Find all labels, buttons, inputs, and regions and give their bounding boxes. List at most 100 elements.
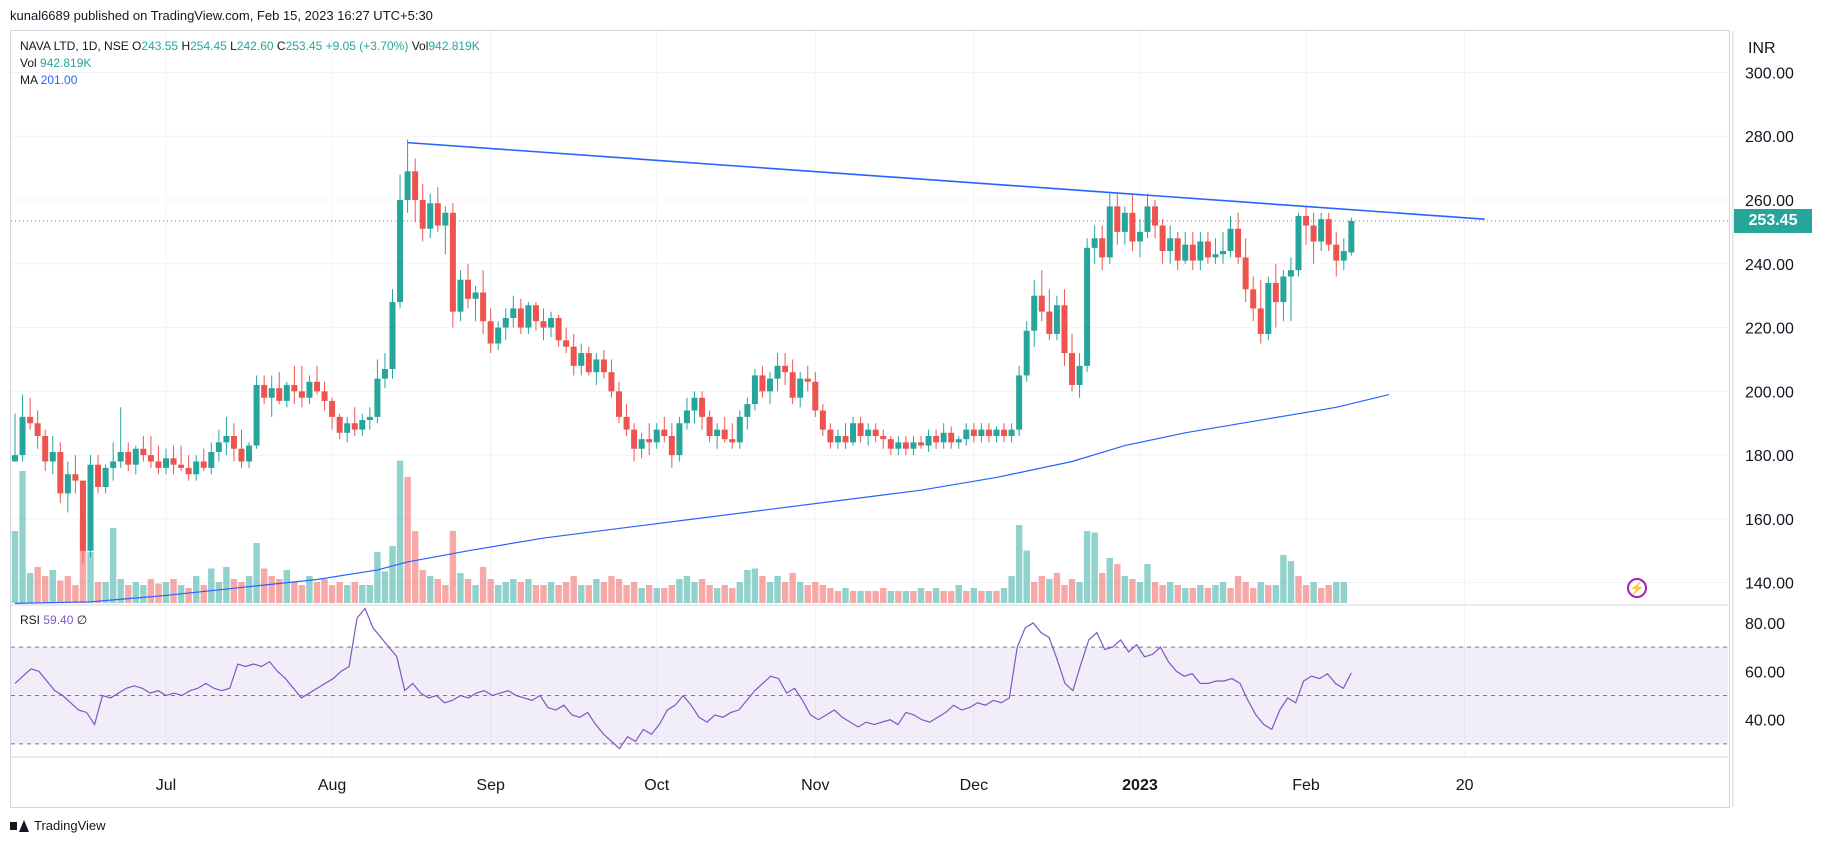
candle-body — [517, 308, 524, 328]
candle-body — [449, 212, 456, 312]
price-tick-label: 140.00 — [1745, 576, 1794, 593]
volume-bar — [479, 567, 487, 603]
candle-body — [1061, 305, 1068, 354]
volume-bar — [1068, 579, 1076, 603]
candle-body — [880, 435, 887, 440]
lightning-icon[interactable]: ⚡ — [1627, 578, 1647, 598]
moving-average-line — [14, 393, 1390, 605]
volume-bar — [1340, 582, 1347, 603]
candle-body — [19, 416, 26, 456]
volume-bar — [57, 580, 64, 603]
volume-bar — [676, 579, 683, 603]
volume-bar — [646, 585, 653, 603]
candle-body — [1106, 206, 1113, 258]
candle-body — [970, 429, 977, 436]
volume-bar — [970, 588, 978, 603]
rsi-line — [14, 607, 1352, 750]
candle-body — [208, 451, 215, 468]
volume-bar — [344, 585, 351, 603]
candle-body — [1204, 241, 1211, 258]
time-tick-label: Nov — [801, 777, 829, 794]
price-tick-label: 300.00 — [1745, 65, 1794, 82]
legend-ma-value: 201.00 — [40, 73, 78, 87]
candle-body — [1053, 305, 1060, 334]
candle-body — [563, 340, 570, 347]
candle-body — [661, 429, 668, 436]
candle-body — [502, 318, 509, 328]
candle-body — [631, 429, 638, 449]
candle-body — [1084, 247, 1091, 366]
candle-body — [1144, 206, 1151, 232]
candle-body — [1235, 228, 1242, 258]
candle-body — [872, 429, 879, 436]
volume-bar — [744, 570, 751, 603]
volume-bar — [1114, 564, 1121, 603]
candle-body — [1197, 241, 1204, 261]
volume-bar — [87, 552, 94, 603]
candle-body — [540, 321, 547, 328]
volume-bar — [562, 582, 570, 603]
candle-body — [782, 365, 789, 373]
candle-body — [593, 359, 600, 373]
volume-bar — [1287, 561, 1295, 603]
candle-body — [314, 381, 320, 392]
volume-bar — [532, 585, 540, 603]
volume-bar — [827, 588, 834, 603]
volume-bar — [1197, 585, 1204, 603]
candle-body — [555, 318, 562, 341]
volume-bar — [789, 573, 796, 603]
candle-body — [767, 378, 773, 392]
candle-body — [238, 448, 245, 462]
legend-change: +9.05 (+3.70%) — [325, 39, 409, 53]
volume-bar — [1144, 564, 1151, 603]
price-tick-label: 220.00 — [1745, 321, 1794, 338]
candle-body — [480, 292, 487, 322]
volume-bar — [464, 579, 472, 603]
volume-bar — [1106, 558, 1113, 603]
volume-bar — [985, 591, 993, 603]
candle-body — [79, 480, 86, 551]
volume-bar — [1083, 531, 1091, 603]
legend-ma-row[interactable]: MA 201.00 — [20, 72, 77, 88]
volume-bar — [34, 567, 41, 603]
candle-body — [291, 384, 298, 392]
volume-bar — [19, 471, 26, 603]
volume-bar — [668, 585, 676, 603]
volume-bar — [1250, 588, 1257, 603]
volume-bar — [1280, 555, 1287, 603]
volume-bar — [1031, 582, 1038, 603]
volume-bar — [797, 582, 804, 603]
legend-rsi-row[interactable]: RSI 59.40 ∅ — [20, 612, 87, 628]
candle-body — [842, 435, 849, 443]
candle-body — [827, 429, 834, 443]
volume-bar — [253, 543, 260, 603]
candle-body — [95, 464, 102, 488]
volume-bar — [834, 591, 842, 603]
candle-body — [329, 400, 336, 417]
candle-body — [321, 391, 328, 401]
volume-bar — [359, 585, 366, 603]
volume-bar — [283, 570, 290, 603]
candle-body — [963, 429, 970, 440]
volume-bar — [1121, 576, 1129, 603]
volume-bar — [593, 579, 600, 603]
candle-body — [465, 279, 471, 299]
candle-body — [699, 397, 706, 417]
candle-body — [653, 429, 660, 443]
volume-bar — [404, 477, 411, 603]
time-tick-label: Jul — [156, 777, 176, 794]
legend-volume-row[interactable]: Vol 942.819K — [20, 55, 91, 71]
volume-bar — [94, 582, 102, 603]
volume-bar — [1136, 582, 1144, 603]
volume-bar — [570, 576, 577, 603]
candle-body — [1091, 238, 1098, 248]
candle-body — [147, 455, 154, 462]
candle-body — [616, 391, 622, 417]
candle-body — [57, 451, 64, 494]
candle-body — [570, 346, 577, 366]
volume-bar — [857, 591, 864, 603]
volume-bar — [147, 579, 155, 603]
volume-bar — [389, 546, 396, 603]
volume-bar — [291, 582, 298, 603]
